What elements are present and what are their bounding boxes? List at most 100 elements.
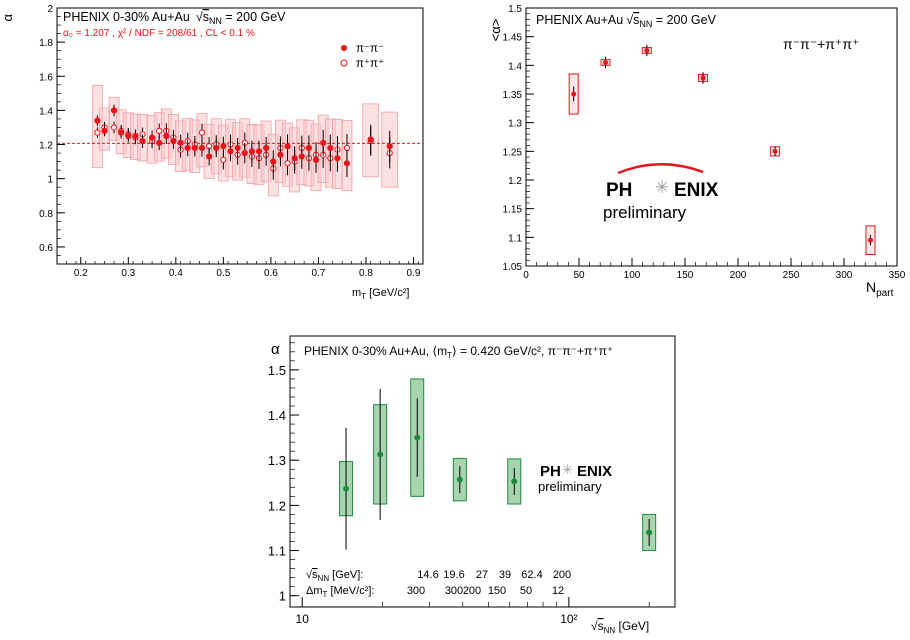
x-tick-label: 0.3 — [121, 268, 135, 279]
data-point-filled — [170, 138, 177, 145]
y-tick-label: 1.25 — [503, 147, 523, 158]
y-axis-label: <α> — [488, 19, 503, 42]
data-point — [414, 434, 421, 441]
y-tick-label: 1.6 — [39, 72, 53, 83]
y-tick-label: 1.1 — [508, 233, 522, 244]
data-point — [571, 91, 577, 97]
data-point-filled — [305, 144, 313, 152]
x-tick-label: 0 — [523, 270, 529, 281]
x-tick-label: 0.6 — [264, 268, 278, 279]
data-point-filled — [177, 139, 184, 146]
data-point-filled — [198, 144, 206, 152]
table-value: 50 — [520, 585, 532, 597]
table-value: 300 — [445, 585, 463, 597]
y-tick-label: 1.4 — [508, 61, 522, 72]
x-tick-label: 250 — [783, 270, 800, 281]
y-tick-label: 1.8 — [39, 38, 53, 49]
logo-star-icon: ✳ — [562, 462, 573, 477]
y-tick-label: 1.5 — [508, 4, 522, 15]
logo-star-icon: ✳ — [655, 178, 669, 197]
data-point — [772, 148, 778, 154]
y-tick-label: 1.4 — [39, 106, 53, 117]
data-point — [377, 451, 384, 458]
table-value: 39 — [499, 569, 511, 581]
data-point — [511, 478, 518, 485]
y-tick-label: 1.2 — [508, 176, 522, 187]
data-point-filled — [220, 143, 227, 150]
legend-marker-open — [340, 59, 348, 67]
data-point-open — [156, 127, 163, 134]
data-point-filled — [148, 134, 156, 141]
data-point-filled — [139, 138, 146, 145]
y-tick-label: 1.3 — [268, 453, 286, 468]
data-point-filled — [101, 127, 108, 134]
y-tick-label: 1.45 — [503, 33, 523, 44]
data-point-filled — [284, 143, 291, 150]
data-point-filled — [184, 144, 191, 152]
data-point-filled — [343, 160, 351, 167]
data-point — [868, 237, 873, 243]
legend-label: π⁻π⁻ — [356, 43, 384, 55]
data-point-filled — [248, 148, 255, 155]
y-tick-label: 1.15 — [503, 205, 523, 216]
x-tick-label: 350 — [889, 270, 906, 281]
table-value: 300 — [407, 585, 425, 597]
data-point-filled — [367, 136, 374, 143]
panel-title: PHENIX Au+Au √sNN = 200 GeV — [536, 13, 717, 29]
data-point-open — [110, 124, 118, 131]
data-point-open — [284, 160, 291, 167]
data-point-filled — [270, 158, 277, 165]
data-point-filled — [213, 144, 220, 152]
x-axis-label: √sNN [GeV] — [591, 619, 649, 635]
legend: π⁻π⁻ π⁺π⁺ — [340, 43, 384, 70]
data-point-filled — [241, 149, 248, 157]
table-row-label: ΔmT [MeV/c²]: — [306, 585, 374, 599]
y-tick-label: 2 — [47, 4, 53, 15]
data-point-filled — [320, 139, 327, 146]
panel-energy: 10 10² 1 1.1 1.2 1.3 1.4 1.5 PHENIX 0-30% Au+Au… — [268, 335, 676, 635]
y-tick-label: 0.8 — [39, 209, 53, 220]
y-tick-label: 0.6 — [39, 243, 53, 254]
fit-result: α₀ = 1.207 , χ² / NDF = 208/61 , CL < 0.… — [63, 28, 255, 39]
data-point-filled — [163, 132, 170, 140]
table-value: 12 — [552, 585, 564, 597]
x-axis-label: Npart — [866, 279, 894, 299]
x-tick-label: 50 — [573, 270, 585, 281]
x-tick-label: 0.2 — [74, 268, 88, 279]
plot-frame — [289, 335, 676, 608]
data-point — [343, 485, 350, 492]
data-point-filled — [255, 148, 263, 155]
x-tick-label: 100 — [624, 270, 641, 281]
data-point-filled — [386, 143, 393, 150]
panel-title: PHENIX 0-30% Au+Au, ⟨mT⟩ = 0.420 GeV/c²,… — [304, 344, 613, 360]
x-tick-label: 0.7 — [311, 268, 325, 279]
data-point-filled — [327, 144, 334, 152]
table-value: 200 — [553, 569, 571, 581]
y-tick-label: 1.1 — [268, 544, 286, 559]
data-point — [700, 75, 706, 81]
panel-mt: 0.2 0.3 0.4 0.5 0.6 0.7 0.8 0.9 0.6 0.8 1 1.2 1.4 1.6… — [0, 4, 424, 301]
y-tick-label: 1.5 — [268, 363, 286, 378]
y-tick-label: 1.2 — [39, 141, 53, 152]
y-tick-label: 1.4 — [268, 408, 286, 423]
logo-preliminary: preliminary — [538, 479, 602, 494]
logo-arc — [617, 163, 704, 175]
y-axis-label: α — [0, 14, 15, 22]
data-point — [456, 476, 463, 483]
x-tick-label: 150 — [677, 270, 694, 281]
table-value: 62.4 — [521, 569, 542, 581]
table-value: 14.6 — [417, 569, 438, 581]
y-axis-label: α — [271, 341, 280, 358]
x-tick-label: 10 — [296, 612, 310, 626]
y-tick-label: 1 — [47, 175, 53, 186]
y-tick-label: 1.3 — [508, 119, 522, 130]
logo-text-left: PH — [540, 463, 561, 480]
y-tick-label: 1.35 — [503, 90, 523, 101]
data-point-filled — [110, 107, 118, 114]
table-row-label: √sNN [GeV]: — [306, 569, 363, 583]
data-point-open — [198, 129, 206, 136]
y-tick-label: 1.05 — [503, 262, 523, 273]
x-tick-label: 0.4 — [169, 268, 183, 279]
table-value: 150 — [488, 585, 506, 597]
